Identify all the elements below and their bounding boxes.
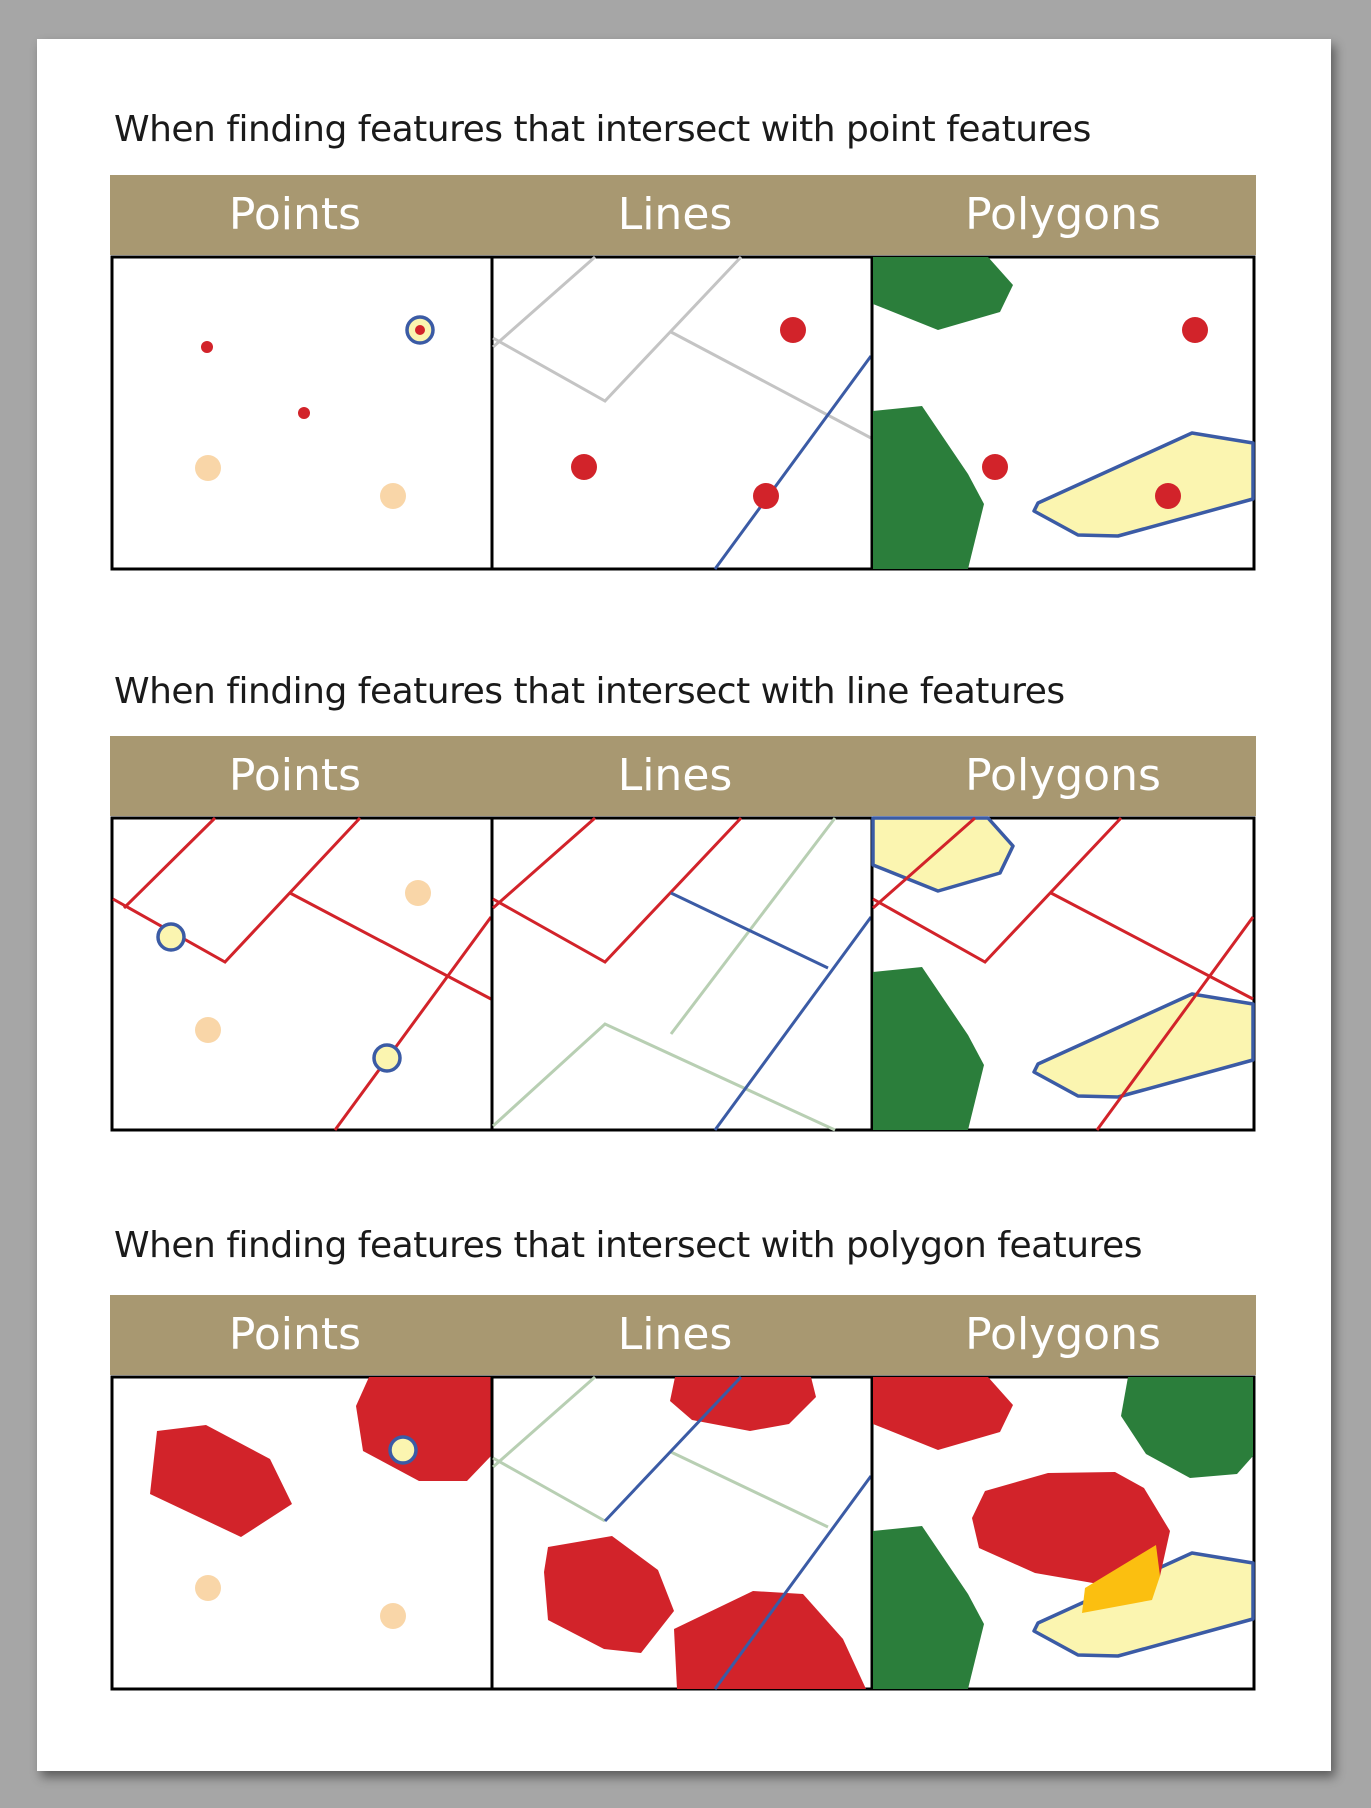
red-point — [571, 454, 597, 480]
pale-green-line — [669, 817, 837, 1035]
panel-lines — [490, 1375, 874, 1691]
selected-point-ring — [156, 922, 186, 952]
column-label-polygons: Polygons — [965, 1309, 1161, 1360]
red-line — [112, 816, 362, 964]
red-polygon — [150, 1425, 292, 1537]
panel-frame — [490, 255, 874, 571]
panel-polygons — [870, 816, 1256, 1132]
panel-polygons — [870, 1375, 1256, 1691]
green-polygon — [873, 967, 984, 1130]
red-polygon — [873, 1377, 1013, 1450]
red-line — [1050, 891, 1254, 1001]
column-label-points: Points — [228, 1309, 362, 1360]
pale-green-line — [492, 1456, 606, 1523]
green-polygon — [1121, 1377, 1253, 1478]
red-polygon — [544, 1536, 674, 1653]
selected-yellow-polygon — [1032, 1551, 1255, 1658]
header-bar-section-2: Points Lines Polygons — [110, 736, 1256, 816]
section-title-polygon-features: When finding features that intersect wit… — [114, 1225, 1143, 1266]
selected-yellow-polygon — [1032, 992, 1255, 1099]
panel-lines — [490, 255, 874, 571]
green-polygon — [873, 257, 1013, 330]
red-polygon — [670, 1377, 816, 1431]
selected-blue-line — [713, 916, 873, 1131]
panels-svg-section-1 — [110, 255, 1256, 571]
red-line — [872, 816, 1123, 964]
red-point — [1155, 483, 1181, 509]
figure-page: When finding features that intersect wit… — [37, 39, 1331, 1771]
peach-point — [380, 483, 406, 509]
column-label-lines: Lines — [617, 750, 733, 801]
red-point — [780, 317, 806, 343]
selected-point-ring — [388, 1435, 418, 1465]
peach-point — [195, 455, 221, 481]
red-point — [201, 341, 213, 353]
column-label-points: Points — [228, 189, 362, 240]
red-line — [122, 816, 217, 910]
selected-yellow-polygon — [1032, 431, 1255, 538]
red-line — [1095, 916, 1255, 1131]
green-polygon — [873, 406, 984, 569]
column-label-points: Points — [228, 750, 362, 801]
selected-blue-line — [603, 1375, 743, 1523]
panel-polygons — [870, 255, 1256, 571]
panel-points — [110, 1375, 494, 1691]
green-polygon — [873, 1526, 984, 1689]
red-line — [492, 816, 596, 910]
panel-lines — [490, 816, 874, 1132]
panel-points — [110, 816, 494, 1132]
peach-point — [195, 1575, 221, 1601]
pale-green-line — [491, 1022, 836, 1132]
red-polygon — [674, 1591, 866, 1689]
gray-line — [492, 255, 743, 403]
red-polygon — [972, 1472, 1170, 1587]
red-point — [753, 483, 779, 509]
red-line — [289, 891, 492, 1001]
panel-frame — [490, 816, 874, 1132]
pale-green-line — [492, 1375, 596, 1469]
panel-row-section-1 — [110, 255, 1256, 571]
selected-blue-line — [713, 355, 873, 570]
red-line — [333, 916, 493, 1131]
selected-yellow-polygon — [871, 816, 1015, 893]
peach-point — [380, 1603, 406, 1629]
selected-point-ring — [372, 1043, 402, 1073]
section-title-line-features: When finding features that intersect wit… — [114, 671, 1065, 712]
column-label-polygons: Polygons — [965, 189, 1161, 240]
peach-point — [195, 1017, 221, 1043]
red-point — [1182, 317, 1208, 343]
section-title-point-features: When finding features that intersect wit… — [114, 109, 1091, 150]
red-line — [872, 816, 976, 910]
panel-points — [110, 255, 494, 571]
panels-svg-section-2 — [110, 816, 1256, 1132]
red-point — [415, 325, 425, 335]
panels-svg-section-3 — [110, 1375, 1256, 1691]
pale-green-line — [670, 1450, 829, 1529]
red-line — [492, 816, 743, 964]
peach-point — [405, 880, 431, 906]
column-label-lines: Lines — [617, 189, 733, 240]
selected-blue-line — [713, 1475, 873, 1690]
selected-blue-line — [670, 891, 829, 970]
column-label-lines: Lines — [617, 1309, 733, 1360]
header-bar-section-1: Points Lines Polygons — [110, 175, 1256, 255]
gray-line — [670, 330, 872, 440]
panel-row-section-2 — [110, 816, 1256, 1132]
panel-row-section-3 — [110, 1375, 1256, 1691]
red-point — [298, 407, 310, 419]
header-bar-section-3: Points Lines Polygons — [110, 1295, 1256, 1375]
overlap-orange-polygon — [1082, 1545, 1160, 1613]
gray-line — [492, 255, 596, 349]
column-label-polygons: Polygons — [965, 750, 1161, 801]
red-point — [982, 454, 1008, 480]
